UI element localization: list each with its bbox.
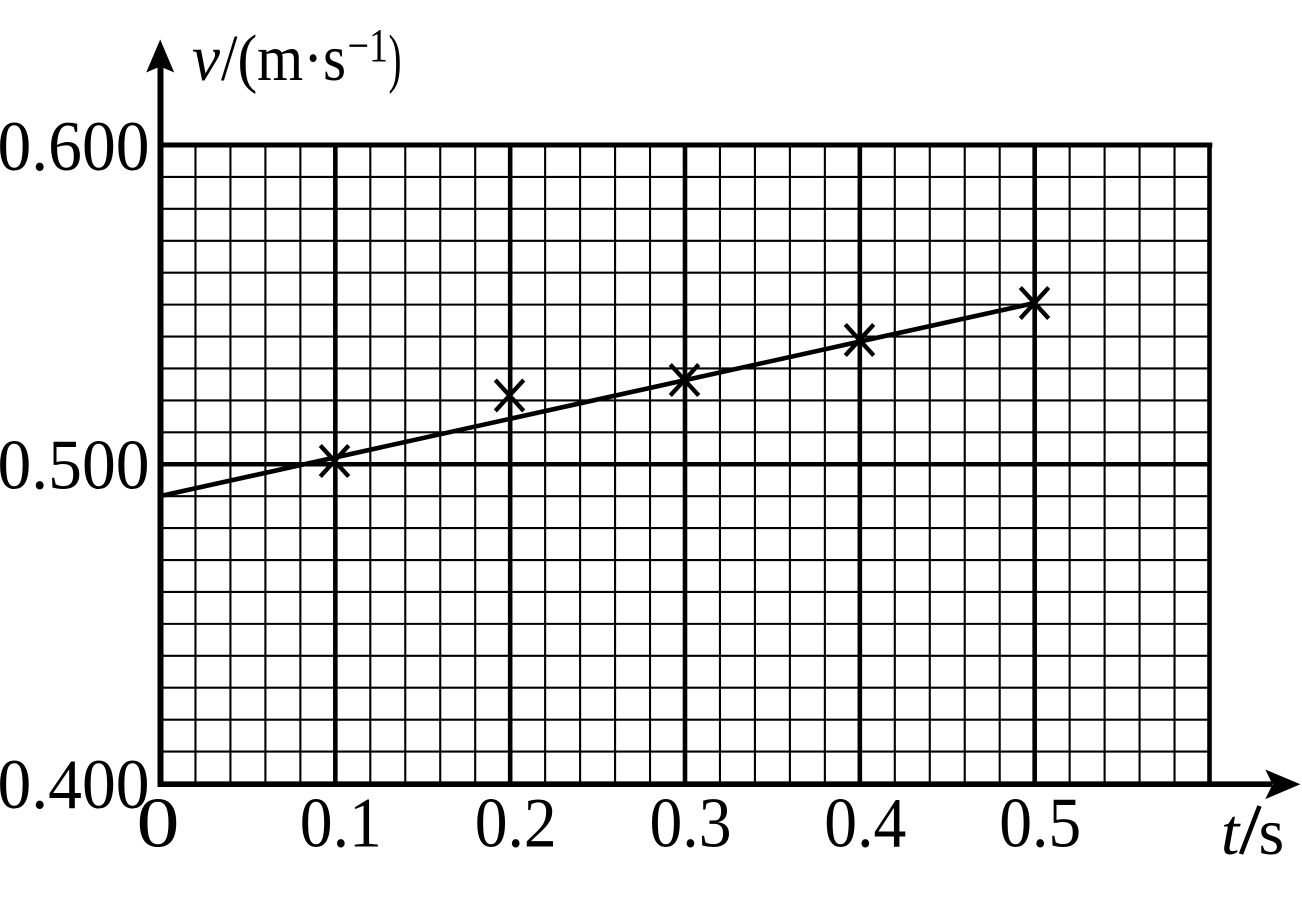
svg-text:): ) xyxy=(389,22,402,95)
svg-text:0.4: 0.4 xyxy=(824,785,906,863)
svg-text:s: s xyxy=(1259,796,1285,869)
svg-text:0.2: 0.2 xyxy=(475,785,557,863)
svg-text:v: v xyxy=(192,22,221,95)
svg-text:−1: −1 xyxy=(348,20,389,73)
svg-text:/(m·s: /(m·s xyxy=(221,22,346,95)
svg-text:0.600: 0.600 xyxy=(0,108,150,186)
svg-text:0.3: 0.3 xyxy=(650,785,732,863)
svg-text:t: t xyxy=(1221,796,1241,869)
svg-text:0.500: 0.500 xyxy=(0,426,150,504)
svg-text:0.5: 0.5 xyxy=(999,785,1081,863)
svg-text:0: 0 xyxy=(137,785,180,863)
svg-text:0.400: 0.400 xyxy=(0,746,150,824)
svg-text:0.1: 0.1 xyxy=(300,785,382,863)
